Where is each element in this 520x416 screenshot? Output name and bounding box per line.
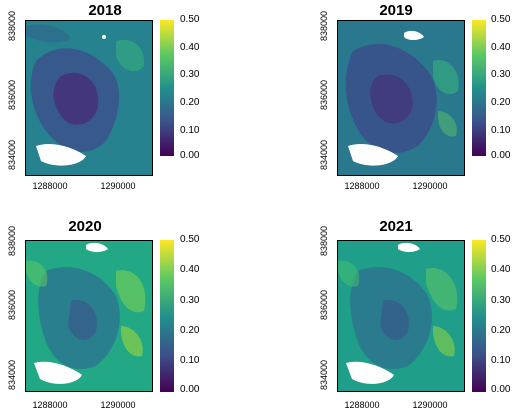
y-tick-label: 834000: [319, 359, 329, 391]
colorbar-label: 0.40: [180, 42, 200, 53]
panel-title: 2019: [379, 2, 413, 19]
colorbar-label: 0.40: [491, 42, 511, 53]
colorbar-label: 0.20: [180, 97, 200, 108]
colorbar-label: 0.00: [180, 150, 200, 161]
colorbar-gradient: [472, 240, 486, 392]
panel-title: 2021: [379, 218, 413, 235]
y-tick-label: 836000: [7, 79, 17, 111]
panel-title: 2018: [88, 2, 122, 19]
y-tick-label: 838000: [7, 225, 17, 257]
y-tick-label: 836000: [7, 289, 17, 321]
colorbar-label: 0.20: [491, 325, 511, 336]
raster-map: [25, 20, 153, 176]
x-tick-label: 1290000: [100, 181, 136, 191]
x-tick-label: 1288000: [344, 400, 380, 410]
colorbar-label: 0.20: [180, 325, 200, 336]
y-tick-label: 838000: [319, 10, 329, 42]
colorbar-gradient: [472, 20, 486, 156]
colorbar-label: 0.00: [491, 384, 511, 395]
y-tick-label: 834000: [7, 359, 17, 391]
y-tick-label: 836000: [319, 79, 329, 111]
x-tick-label: 1288000: [344, 181, 380, 191]
colorbar-label: 0.10: [491, 125, 511, 136]
colorbar-label: 0.50: [180, 14, 200, 25]
panel-title: 2020: [68, 218, 102, 235]
x-tick-label: 1290000: [412, 400, 448, 410]
y-tick-label: 838000: [319, 225, 329, 257]
colorbar-gradient: [160, 240, 174, 392]
y-tick-label: 836000: [319, 289, 329, 321]
colorbar-label: 0.20: [491, 97, 511, 108]
colorbar-label: 0.50: [491, 14, 511, 25]
colorbar-label: 0.10: [180, 355, 200, 366]
y-tick-label: 834000: [7, 139, 17, 171]
colorbar-label: 0.30: [180, 69, 200, 80]
raster-map: [337, 240, 465, 392]
colorbar-label: 0.10: [180, 125, 200, 136]
colorbar-label: 0.40: [491, 264, 511, 275]
raster-map: [25, 240, 153, 392]
colorbar-gradient: [160, 20, 174, 156]
colorbar-label: 0.50: [491, 234, 511, 245]
colorbar-label: 0.50: [180, 234, 200, 245]
x-tick-label: 1290000: [412, 181, 448, 191]
x-tick-label: 1290000: [100, 400, 136, 410]
y-tick-label: 834000: [319, 139, 329, 171]
colorbar-label: 0.30: [491, 295, 511, 306]
colorbar-label: 0.30: [180, 295, 200, 306]
raster-map: [337, 20, 465, 176]
colorbar-label: 0.10: [491, 355, 511, 366]
colorbar-label: 0.00: [491, 150, 511, 161]
x-tick-label: 1288000: [32, 400, 68, 410]
colorbar-label: 0.40: [180, 264, 200, 275]
colorbar-label: 0.00: [180, 384, 200, 395]
x-tick-label: 1288000: [32, 181, 68, 191]
y-tick-label: 838000: [7, 10, 17, 42]
colorbar-label: 0.30: [491, 69, 511, 80]
